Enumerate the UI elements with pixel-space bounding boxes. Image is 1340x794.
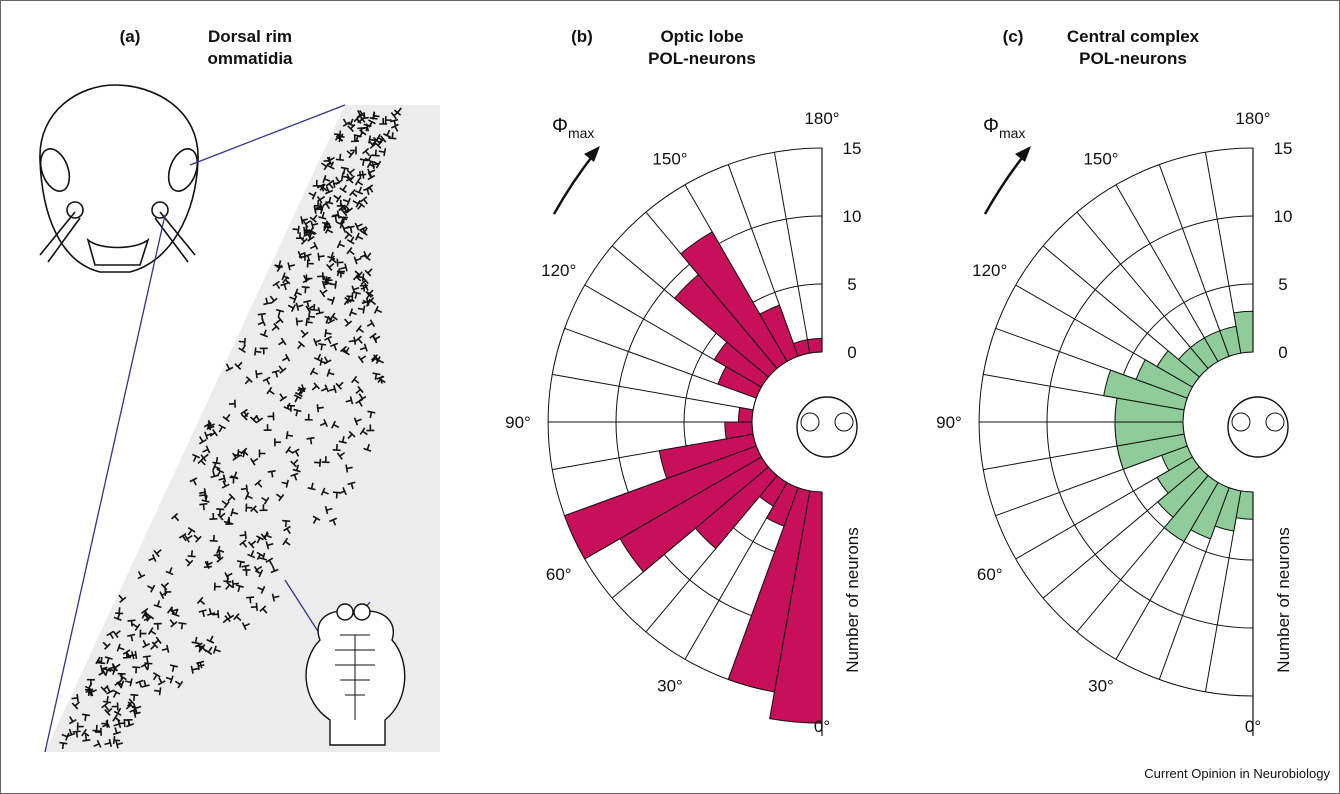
angle-label: 180° [1235, 109, 1270, 128]
angle-label: 0° [1245, 717, 1261, 736]
bar [738, 407, 753, 422]
y-axis-label: Number of neurons [1274, 527, 1293, 673]
panel-title: POL-neurons [1079, 49, 1187, 68]
y-tick-label: 10 [1274, 207, 1293, 226]
angle-label: 60° [977, 565, 1003, 584]
panel-title: POL-neurons [648, 49, 756, 68]
credit: Current Opinion in Neurobiology [1144, 766, 1330, 781]
angle-label: 120° [541, 261, 576, 280]
phi: Φ [983, 115, 999, 137]
figure: (a) Dorsal rim ommatidia Current Opinion… [0, 0, 1340, 794]
panel-label: (a) [120, 27, 141, 46]
y-tick-label: 0 [1278, 343, 1287, 362]
panel-title: Dorsal rim [208, 27, 292, 46]
panel-title: Central complex [1067, 27, 1200, 46]
panel-label: (b) [571, 27, 593, 46]
bar [807, 338, 822, 353]
angle-label: 60° [546, 565, 572, 584]
y-tick-label: 15 [1274, 139, 1293, 158]
angle-label: 30° [657, 676, 683, 695]
angle-label: 150° [652, 150, 687, 169]
angle-label: 120° [972, 261, 1007, 280]
head-eye [1232, 413, 1250, 431]
y-axis-label: Number of neurons [843, 527, 862, 673]
y-tick-label: 5 [1278, 275, 1287, 294]
head-eye [835, 413, 853, 431]
phi-sub: max [999, 125, 1025, 141]
panel-title: Optic lobe [660, 27, 743, 46]
panel-title: ommatidia [207, 49, 293, 68]
angle-label: 90° [936, 413, 962, 432]
phi-sub: max [568, 125, 594, 141]
y-tick-label: 0 [847, 343, 856, 362]
angle-label: 90° [505, 413, 531, 432]
head-eye [1266, 413, 1284, 431]
y-tick-label: 10 [843, 207, 862, 226]
angle-label: 0° [814, 717, 830, 736]
angle-label: 30° [1088, 676, 1114, 695]
y-tick-label: 15 [843, 139, 862, 158]
panel-label: (c) [1003, 27, 1024, 46]
phi: Φ [552, 115, 568, 137]
y-tick-label: 5 [847, 275, 856, 294]
angle-label: 180° [804, 109, 839, 128]
head-eye [801, 413, 819, 431]
angle-label: 150° [1083, 150, 1118, 169]
